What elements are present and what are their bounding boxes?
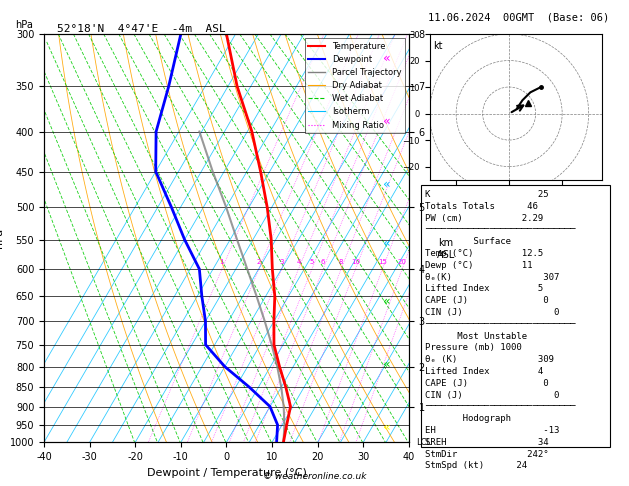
Text: 52°18'N  4°47'E  -4m  ASL: 52°18'N 4°47'E -4m ASL [57, 24, 225, 35]
Text: kt: kt [433, 41, 443, 52]
Text: 20: 20 [398, 259, 406, 265]
Text: 11.06.2024  00GMT  (Base: 06): 11.06.2024 00GMT (Base: 06) [428, 12, 609, 22]
Text: LCL: LCL [416, 438, 431, 447]
Y-axis label: hPa: hPa [0, 228, 4, 248]
Text: 3: 3 [279, 259, 284, 265]
Text: 4: 4 [296, 259, 301, 265]
Text: hPa: hPa [15, 20, 33, 30]
Text: 15: 15 [378, 259, 387, 265]
Text: «: « [383, 115, 391, 128]
Text: «: « [383, 295, 391, 308]
Text: Mixing Ratio (g/kg): Mixing Ratio (g/kg) [448, 198, 457, 278]
Text: 10: 10 [351, 259, 360, 265]
Text: © weatheronline.co.uk: © weatheronline.co.uk [263, 472, 366, 481]
Text: «: « [383, 421, 391, 434]
Text: «: « [383, 237, 391, 249]
Legend: Temperature, Dewpoint, Parcel Trajectory, Dry Adiabat, Wet Adiabat, Isotherm, Mi: Temperature, Dewpoint, Parcel Trajectory… [305, 38, 404, 133]
Text: 1: 1 [220, 259, 224, 265]
Text: 8: 8 [339, 259, 343, 265]
Y-axis label: km
ASL: km ASL [437, 238, 455, 260]
Text: 2: 2 [257, 259, 261, 265]
Text: 5: 5 [309, 259, 314, 265]
FancyBboxPatch shape [421, 185, 610, 447]
Text: 6: 6 [321, 259, 325, 265]
Text: «: « [383, 358, 391, 371]
Text: «: « [383, 178, 391, 191]
X-axis label: Dewpoint / Temperature (°C): Dewpoint / Temperature (°C) [147, 468, 306, 478]
Text: «: « [383, 52, 391, 65]
Text: K                    25
Totals Totals      46
PW (cm)           2.29
───────────: K 25 Totals Totals 46 PW (cm) 2.29 ─────… [425, 190, 576, 470]
